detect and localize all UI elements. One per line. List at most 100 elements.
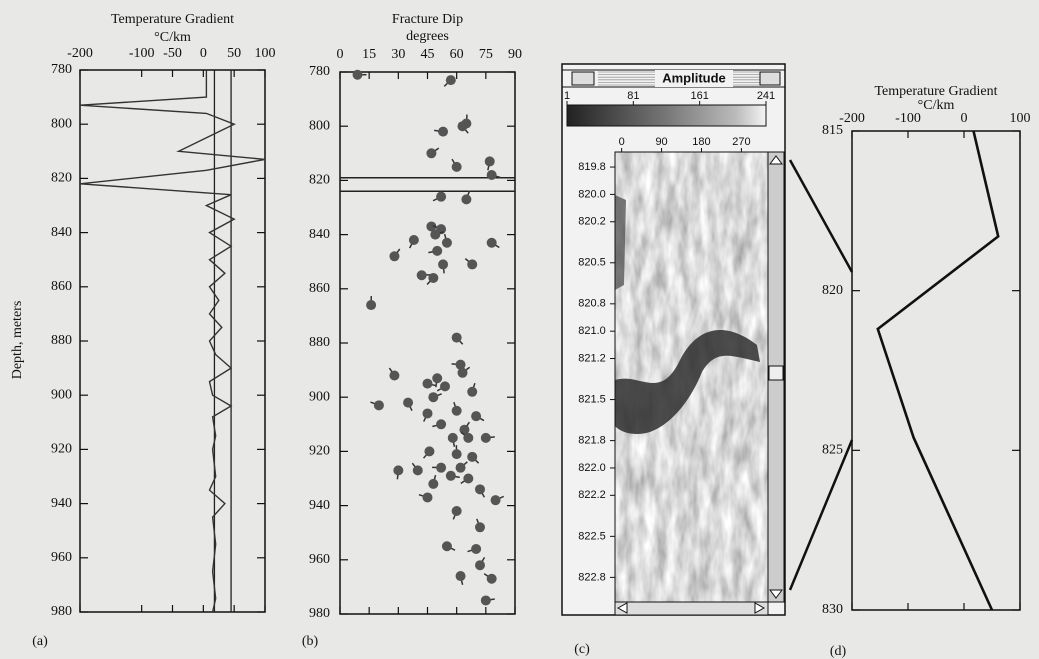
y-tick-label: 820: [51, 171, 72, 186]
depth-label: 819.8: [578, 161, 606, 173]
scale-tick-label: 161: [690, 90, 708, 102]
fracture-point: [485, 156, 495, 166]
y-axis-label: Depth, meters: [10, 301, 25, 380]
fracture-point: [471, 544, 481, 554]
y-tick-label: 940: [51, 496, 72, 511]
fracture-point: [458, 121, 468, 131]
zoom-box: [760, 72, 780, 85]
x-tick-label: 180: [692, 136, 710, 148]
fracture-point: [471, 411, 481, 421]
fracture-point: [463, 433, 473, 443]
x-tick-label: 100: [1010, 111, 1031, 126]
y-tick-label: 960: [309, 552, 330, 567]
fracture-point: [456, 463, 466, 473]
y-tick-label: 860: [309, 281, 330, 296]
fracture-point: [487, 170, 497, 180]
fracture-point: [446, 471, 456, 481]
scroll-thumb: [769, 366, 783, 380]
x-tick-label: -100: [895, 111, 921, 126]
fracture-point: [475, 560, 485, 570]
y-tick-label: 860: [51, 279, 72, 294]
fracture-point: [428, 392, 438, 402]
fracture-point: [487, 574, 497, 584]
fracture-point: [353, 70, 363, 80]
y-tick-label: 880: [309, 335, 330, 350]
fracture-point: [491, 495, 501, 505]
fracture-point: [475, 484, 485, 494]
color-scale: [567, 105, 766, 126]
fracture-point: [409, 235, 419, 245]
x-tick-label: 0: [961, 111, 968, 126]
y-tick-label: 920: [51, 442, 72, 457]
fracture-point: [452, 406, 462, 416]
fracture-point: [467, 387, 477, 397]
x-tick-label: 60: [450, 47, 464, 62]
connector: [790, 160, 852, 272]
fracture-point: [448, 433, 458, 443]
fracture-point: [424, 446, 434, 456]
fracture-point: [432, 246, 442, 256]
x-tick-label: -50: [163, 46, 182, 61]
fracture-point: [481, 595, 491, 605]
x-tick-label: 90: [655, 136, 667, 148]
x-tick-label: 270: [732, 136, 750, 148]
depth-label: 821.2: [578, 352, 606, 364]
fracture-point: [426, 148, 436, 158]
chart-title: Temperature Gradient: [874, 84, 997, 99]
fracture-point: [487, 238, 497, 248]
depth-label: 822.0: [578, 462, 606, 474]
y-tick-label: 980: [309, 606, 330, 621]
fracture-point: [452, 333, 462, 343]
y-tick-label: 840: [51, 225, 72, 240]
depth-label: 822.2: [578, 489, 606, 501]
y-tick-label: 780: [309, 64, 330, 79]
depth-label: 821.5: [578, 393, 606, 405]
fracture-point: [432, 373, 442, 383]
y-tick-label: 840: [309, 227, 330, 242]
x-axis-label: degrees: [406, 29, 449, 44]
fracture-point: [438, 259, 448, 269]
fracture-point: [423, 492, 433, 502]
x-tick-label: 45: [421, 47, 435, 62]
depth-label: 821.8: [578, 435, 606, 447]
x-tick-label: 90: [508, 47, 522, 62]
fracture-point: [446, 75, 456, 85]
depth-label: 822.8: [578, 571, 606, 583]
depth-label: 820.8: [578, 298, 606, 310]
scale-tick-label: 81: [627, 90, 639, 102]
fracture-point: [436, 192, 446, 202]
scale-tick-label: 1: [564, 90, 570, 102]
gradient-line: [80, 70, 265, 612]
depth-label: 820.0: [578, 188, 606, 200]
panel-label: (d): [830, 644, 847, 659]
window-title: Amplitude: [662, 70, 726, 85]
scrollbar-h: [615, 602, 768, 615]
fracture-point: [481, 433, 491, 443]
x-tick-label: 15: [362, 47, 376, 62]
fracture-point: [389, 371, 399, 381]
fracture-point: [413, 465, 423, 475]
y-tick-label: 960: [51, 550, 72, 565]
x-axis-label: °C/km: [918, 98, 955, 113]
fracture-point: [428, 273, 438, 283]
x-tick-label: -200: [67, 46, 93, 61]
y-tick-label: 900: [309, 389, 330, 404]
depth-label: 820.5: [578, 257, 606, 269]
depth-label: 822.5: [578, 530, 606, 542]
plot-frame: [80, 70, 265, 612]
x-tick-label: -200: [839, 111, 865, 126]
x-axis-label: °C/km: [154, 30, 191, 45]
fracture-point: [430, 230, 440, 240]
fracture-point: [475, 522, 485, 532]
fracture-point: [389, 251, 399, 261]
fracture-point: [403, 398, 413, 408]
fracture-point: [442, 238, 452, 248]
y-tick-label: 820: [822, 283, 843, 298]
y-tick-label: 940: [309, 498, 330, 513]
fracture-point: [428, 479, 438, 489]
y-tick-label: 830: [822, 602, 843, 617]
fracture-point: [374, 400, 384, 410]
y-tick-label: 900: [51, 387, 72, 402]
fracture-point: [461, 194, 471, 204]
y-tick-label: 825: [822, 443, 843, 458]
